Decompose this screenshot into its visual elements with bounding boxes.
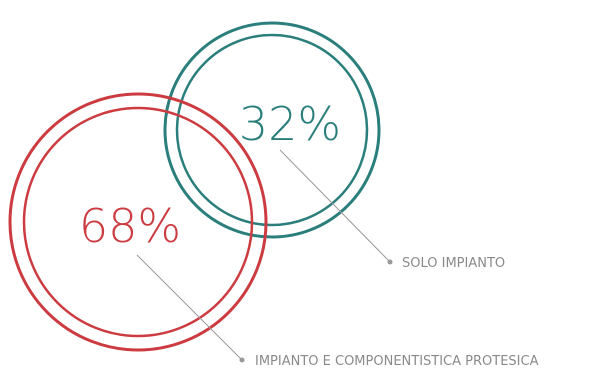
value-label-impianto-componentistica: 68% [79,199,181,253]
bubble-solo-impianto-outer-ring [163,21,381,239]
leader-dot-impianto-componentistica [239,357,245,363]
category-label-solo-impianto: SOLO IMPIANTO [402,256,505,271]
category-label-impianto-componentistica: IMPIANTO E COMPONENTISTICA PROTESICA [255,354,539,369]
bubble-impianto-componentistica-outer-ring [8,92,268,352]
value-label-solo-impianto: 32% [239,97,341,151]
leader-line-solo-impianto [279,149,391,263]
bubble-solo-impianto-inner-ring [175,33,369,227]
bubble-impianto-componentistica [8,92,268,352]
bubble-solo-impianto [163,21,381,239]
leader-dot-solo-impianto [387,259,393,265]
bubble-impianto-componentistica-inner-ring [22,106,254,338]
leader-line-impianto-componentistica [136,254,243,361]
